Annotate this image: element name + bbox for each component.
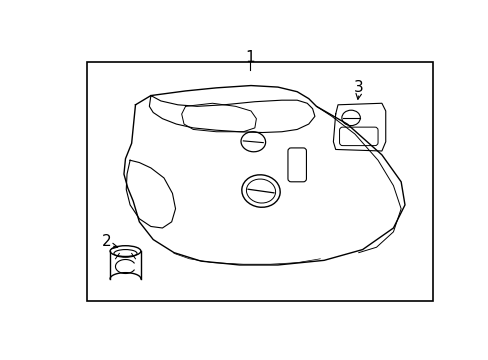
Text: 2: 2: [101, 234, 111, 249]
Bar: [87, 62, 432, 301]
Text: 1: 1: [245, 50, 255, 64]
Text: 3: 3: [353, 80, 363, 95]
